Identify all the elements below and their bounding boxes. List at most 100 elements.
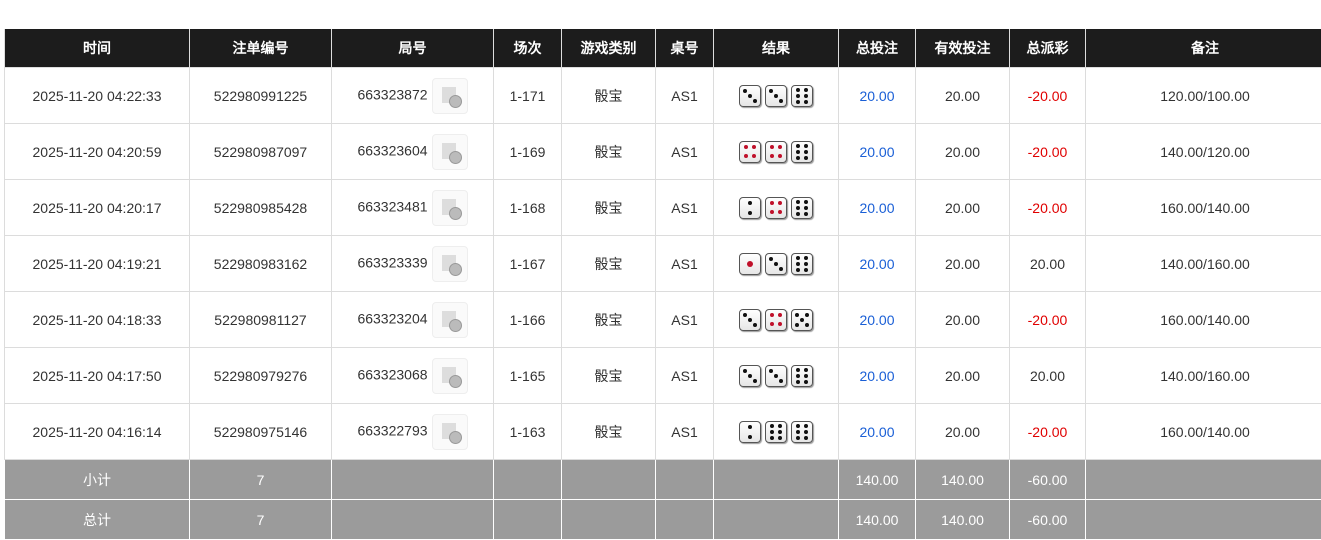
summary-valid-bet: 140.00 [916,460,1010,500]
result-cell [714,348,839,404]
round-cell: 663322793 [332,404,494,460]
dice-3-icon [765,85,787,107]
video-replay-icon[interactable] [432,246,468,282]
dice-4-icon [765,309,787,331]
dice-1-icon [739,253,761,275]
payout-cell: 20.00 [1010,236,1086,292]
video-replay-icon[interactable] [432,414,468,450]
dice-6-icon [791,197,813,219]
dice-3-icon [739,365,761,387]
result-cell [714,236,839,292]
game-type-cell: 骰宝 [562,236,656,292]
summary-label: 小计 [5,460,190,500]
total-bet-cell: 20.00 [839,180,916,236]
game-type-cell: 骰宝 [562,68,656,124]
dice-6-icon [791,85,813,107]
bet-id-cell: 522980981127 [190,292,332,348]
summary-valid-bet: 140.00 [916,500,1010,540]
payout-cell: -20.00 [1010,124,1086,180]
round-number: 663323604 [357,142,427,158]
total-bet-cell: 20.00 [839,124,916,180]
table-cell: AS1 [656,180,714,236]
table-cell: AS1 [656,124,714,180]
bet-records-table: 时间注单编号局号场次游戏类别桌号结果总投注有效投注总派彩备注 2025-11-2… [4,29,1321,540]
summary-count: 7 [190,500,332,540]
round-number: 663323481 [357,198,427,214]
video-replay-icon[interactable] [432,302,468,338]
column-header: 游戏类别 [562,29,656,68]
round-number: 663323068 [357,366,427,382]
column-header: 时间 [5,29,190,68]
empty-cell [562,500,656,540]
video-replay-icon[interactable] [432,78,468,114]
dice-6-icon [791,141,813,163]
video-replay-icon[interactable] [432,134,468,170]
column-header: 总投注 [839,29,916,68]
empty-cell [656,460,714,500]
table-cell: AS1 [656,236,714,292]
game-type-cell: 骰宝 [562,124,656,180]
note-cell: 140.00/160.00 [1086,236,1321,292]
table-cell: AS1 [656,404,714,460]
time-cell: 2025-11-20 04:19:21 [5,236,190,292]
dice-3-icon [765,365,787,387]
session-cell: 1-168 [494,180,562,236]
bet-id-cell: 522980979276 [190,348,332,404]
summary-count: 7 [190,460,332,500]
empty-cell [1086,500,1321,540]
session-cell: 1-166 [494,292,562,348]
note-cell: 140.00/160.00 [1086,348,1321,404]
round-number: 663323204 [357,310,427,326]
round-number: 663323339 [357,254,427,270]
result-cell [714,68,839,124]
empty-cell [332,500,494,540]
round-number: 663323872 [357,86,427,102]
round-cell: 663323204 [332,292,494,348]
video-replay-icon[interactable] [432,190,468,226]
column-header: 结果 [714,29,839,68]
video-replay-icon[interactable] [432,358,468,394]
summary-total-bet: 140.00 [839,460,916,500]
bet-id-cell: 522980987097 [190,124,332,180]
valid-bet-cell: 20.00 [916,236,1010,292]
time-cell: 2025-11-20 04:18:33 [5,292,190,348]
round-cell: 663323604 [332,124,494,180]
time-cell: 2025-11-20 04:16:14 [5,404,190,460]
dice-4-icon [765,141,787,163]
note-cell: 160.00/140.00 [1086,292,1321,348]
column-header: 局号 [332,29,494,68]
game-type-cell: 骰宝 [562,404,656,460]
result-cell [714,292,839,348]
session-cell: 1-163 [494,404,562,460]
total-bet-cell: 20.00 [839,292,916,348]
result-cell [714,180,839,236]
dice-6-icon [791,421,813,443]
total-bet-cell: 20.00 [839,348,916,404]
total-bet-cell: 20.00 [839,68,916,124]
dice-5-icon [791,309,813,331]
result-cell [714,404,839,460]
dice-4-icon [765,197,787,219]
round-cell: 663323872 [332,68,494,124]
dice-6-icon [791,365,813,387]
valid-bet-cell: 20.00 [916,292,1010,348]
game-type-cell: 骰宝 [562,348,656,404]
table-cell: AS1 [656,348,714,404]
column-header: 有效投注 [916,29,1010,68]
table-cell: AS1 [656,68,714,124]
game-type-cell: 骰宝 [562,180,656,236]
dice-2-icon [739,197,761,219]
valid-bet-cell: 20.00 [916,124,1010,180]
empty-cell [494,500,562,540]
game-type-cell: 骰宝 [562,292,656,348]
time-cell: 2025-11-20 04:20:59 [5,124,190,180]
summary-label: 总计 [5,500,190,540]
empty-cell [1086,460,1321,500]
empty-cell [714,500,839,540]
note-cell: 160.00/140.00 [1086,404,1321,460]
